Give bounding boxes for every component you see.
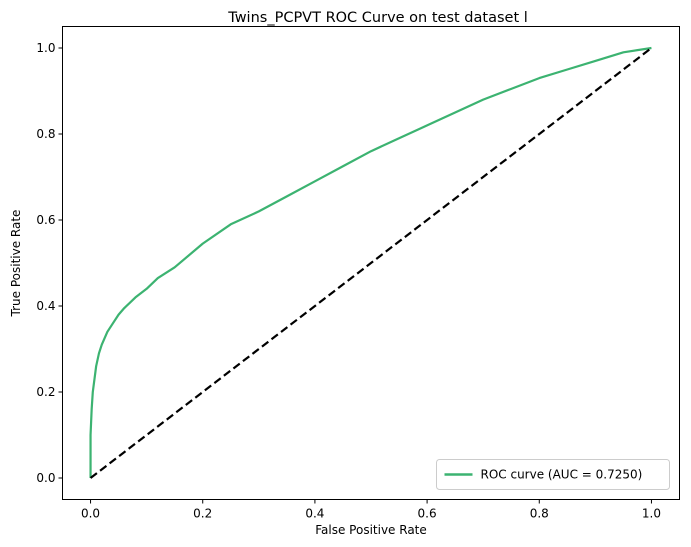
series-layer [89, 46, 653, 479]
roc-curve-line [89, 46, 652, 478]
y-tick-label: 0.0 [36, 471, 55, 485]
chance-diagonal-line [89, 47, 653, 479]
y-tick-label: 1.0 [36, 41, 55, 55]
x-tick-label: 0.8 [530, 507, 549, 521]
x-axis-label: False Positive Rate [315, 523, 427, 537]
legend-box [436, 459, 670, 490]
x-tick-label: 1.0 [642, 507, 661, 521]
x-tick-label: 0.4 [305, 507, 324, 521]
legend: ROC curve (AUC = 0.7250) [436, 459, 670, 490]
y-tick-label: 0.6 [36, 213, 55, 227]
chart-title: Twins_PCPVT ROC Curve on test dataset l [227, 10, 528, 26]
y-axis: 0.0 0.2 0.4 0.6 0.8 1.0 [36, 41, 63, 485]
x-tick-label: 0.2 [193, 507, 212, 521]
y-tick-label: 0.2 [36, 385, 55, 399]
y-tick-label: 0.8 [36, 127, 55, 141]
x-tick-label: 0.0 [81, 507, 100, 521]
x-axis: 0.0 0.2 0.4 0.6 0.8 1.0 [81, 499, 661, 521]
y-axis-label: True Positive Rate [9, 210, 23, 318]
legend-label: ROC curve (AUC = 0.7250) [481, 468, 643, 482]
plot-frame [62, 26, 680, 500]
y-tick-label: 0.4 [36, 299, 55, 313]
x-tick-label: 0.6 [418, 507, 437, 521]
